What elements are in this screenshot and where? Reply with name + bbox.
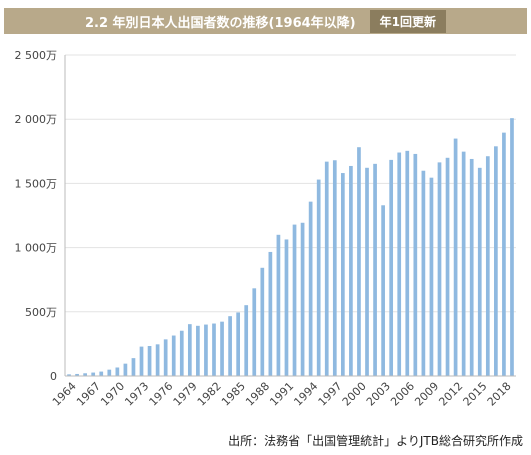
bar-1995: [316, 179, 321, 376]
bar-1984: [228, 316, 232, 376]
bar-1974: [147, 346, 152, 376]
source-note: 出所：法務省「出国管理統計」よりJTB総合研究所作成: [228, 434, 523, 448]
bar-1997: [332, 160, 337, 376]
bar-2000: [357, 147, 361, 376]
bar-1998: [340, 173, 345, 376]
bar-1968: [99, 371, 104, 376]
bar-1978: [179, 330, 184, 376]
bar-2005: [397, 152, 402, 376]
x-tick-label: 2009: [412, 380, 441, 409]
x-tick-label: 1982: [195, 380, 224, 409]
bar-2006: [405, 150, 410, 376]
x-tick-label: 1994: [291, 380, 320, 409]
x-tick-label: 1967: [74, 380, 103, 409]
x-axis-tick-labels: 1964196719701973197619791982198519881991…: [50, 380, 514, 409]
x-tick-label: 2012: [436, 380, 465, 409]
bar-1994: [308, 201, 313, 376]
x-tick-label: 1976: [147, 380, 176, 409]
bar-1988: [260, 267, 265, 376]
bar-2012: [453, 138, 458, 376]
bar-1993: [300, 222, 305, 376]
bar-2003: [381, 205, 385, 376]
bar-1992: [292, 224, 297, 376]
bar-1981: [204, 324, 208, 376]
bar-2013: [461, 151, 466, 376]
bar-1976: [163, 339, 168, 376]
bar-1989: [268, 251, 273, 376]
bar-1996: [324, 161, 329, 376]
y-tick-label: 0: [50, 370, 57, 383]
bar-1980: [196, 325, 200, 376]
y-axis-tick-labels: 0 500万 1 000万 1 500万 2 000万 2 500万: [15, 49, 58, 383]
x-tick-label: 1970: [98, 380, 127, 409]
bar-2001: [365, 167, 369, 376]
bar-2007: [413, 153, 418, 376]
x-tick-label: 1985: [219, 380, 248, 409]
x-tick-label: 2003: [364, 380, 393, 409]
bar-1971: [123, 363, 128, 376]
bar-1977: [171, 335, 176, 376]
bar-1969: [107, 369, 112, 376]
chart-title: 2.2 年別日本人出国者数の推移(1964年以降): [85, 15, 356, 31]
bar-1990: [276, 234, 281, 376]
y-tick-label: 1 500万: [15, 177, 58, 190]
x-tick-label: 1964: [50, 380, 79, 409]
bar-1986: [244, 305, 249, 376]
bar-2017: [494, 146, 498, 376]
bar-1999: [349, 165, 353, 376]
x-tick-label: 1988: [243, 380, 272, 409]
bar-2018: [502, 132, 506, 376]
bar-2009: [429, 177, 434, 376]
x-tick-label: 1997: [316, 380, 345, 409]
y-tick-label: 1 000万: [15, 242, 58, 255]
y-tick-label: 2 500万: [15, 49, 58, 62]
bar-1970: [115, 367, 120, 376]
bar-1982: [212, 323, 216, 376]
bar-1975: [155, 344, 160, 376]
bar-2004: [389, 159, 394, 376]
x-tick-label: 2000: [340, 380, 369, 409]
x-tick-label: 2015: [461, 380, 490, 409]
bar-1972: [131, 358, 136, 376]
bar-1965: [75, 373, 79, 376]
bar-1987: [252, 288, 257, 376]
x-tick-label: 2018: [485, 380, 514, 409]
bar-2008: [421, 170, 426, 376]
bar-1973: [139, 346, 144, 376]
x-tick-label: 1973: [122, 380, 151, 409]
bar-1967: [91, 372, 96, 376]
axes: [64, 55, 516, 377]
bar-2015: [477, 167, 482, 376]
bar-2011: [445, 157, 450, 376]
bar-1985: [236, 312, 241, 376]
bar-1983: [220, 321, 224, 376]
bar-1964: [67, 374, 71, 376]
bar-1991: [284, 239, 289, 376]
bar-2002: [373, 163, 377, 376]
bar-2016: [485, 156, 490, 376]
x-tick-label: 1979: [171, 380, 200, 409]
y-tick-label: 2 000万: [15, 113, 58, 126]
x-tick-label: 2006: [388, 380, 417, 409]
y-tick-label: 500万: [25, 306, 57, 319]
chart-header: 2.2 年別日本人出国者数の推移(1964年以降) 年1回更新: [4, 8, 527, 34]
bar-2010: [437, 162, 442, 376]
update-badge: 年1回更新: [369, 9, 446, 33]
bar-2014: [469, 158, 474, 376]
x-tick-label: 1991: [267, 380, 296, 409]
bar-1966: [83, 373, 87, 376]
bar-1979: [187, 324, 192, 376]
bar-2019: [510, 118, 514, 376]
bars: [67, 118, 514, 376]
